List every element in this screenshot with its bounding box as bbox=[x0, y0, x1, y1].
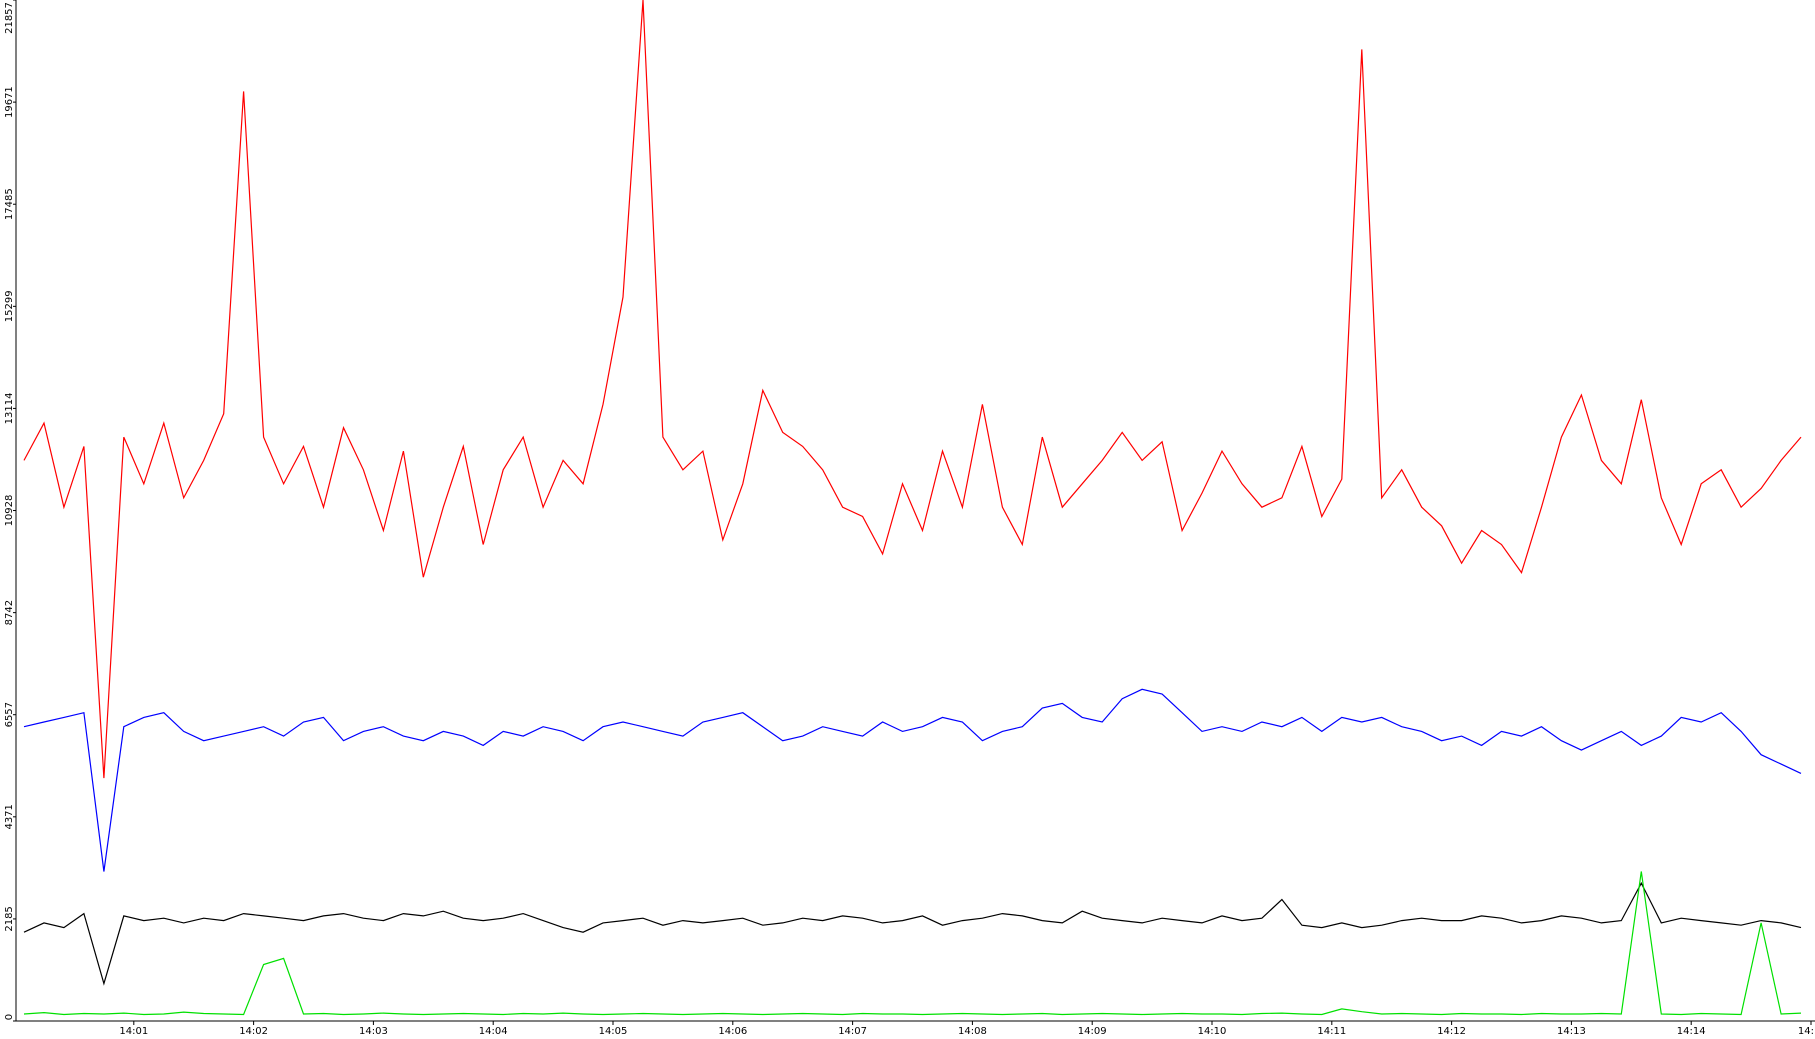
y-tick-label: 17485 bbox=[4, 188, 15, 220]
y-tick-label: 13114 bbox=[4, 393, 15, 425]
y-tick-label: 15299 bbox=[4, 290, 15, 322]
y-tick-label: 6557 bbox=[4, 702, 15, 727]
x-tick-label: 14:05 bbox=[599, 1026, 628, 1037]
x-tick-label: 14:07 bbox=[838, 1026, 867, 1037]
x-tick-label: 14:12 bbox=[1437, 1026, 1466, 1037]
y-tick-label: 8742 bbox=[4, 600, 15, 625]
y-tick-label: 0 bbox=[4, 1014, 15, 1020]
x-tick-label: 14:06 bbox=[718, 1026, 747, 1037]
x-tick-label: 14:13 bbox=[1557, 1026, 1586, 1037]
x-tick-label: 14:09 bbox=[1078, 1026, 1107, 1037]
y-tick-label: 2185 bbox=[4, 906, 15, 931]
y-tick-label: 4371 bbox=[4, 804, 15, 829]
x-tick-label: 14:10 bbox=[1198, 1026, 1227, 1037]
y-tick-label: 21857 bbox=[4, 2, 15, 34]
x-tick-label: 14:04 bbox=[479, 1026, 508, 1037]
x-tick-label: 14:14 bbox=[1677, 1026, 1706, 1037]
series-line bbox=[23, 881, 1802, 986]
x-tick-label: 14:03 bbox=[359, 1026, 388, 1037]
series-line bbox=[23, 688, 1802, 872]
x-tick-label: 14:08 bbox=[958, 1026, 987, 1037]
y-tick-label: 10928 bbox=[4, 495, 15, 527]
x-tick-label: 14:02 bbox=[239, 1026, 268, 1037]
x-tick-label: 14: bbox=[1798, 1026, 1814, 1037]
series-line bbox=[23, 0, 1802, 779]
x-tick-label: 14:01 bbox=[119, 1026, 148, 1037]
x-tick-label: 14:11 bbox=[1317, 1026, 1346, 1037]
series-line bbox=[23, 871, 1802, 1016]
y-tick-label: 19671 bbox=[4, 86, 15, 118]
